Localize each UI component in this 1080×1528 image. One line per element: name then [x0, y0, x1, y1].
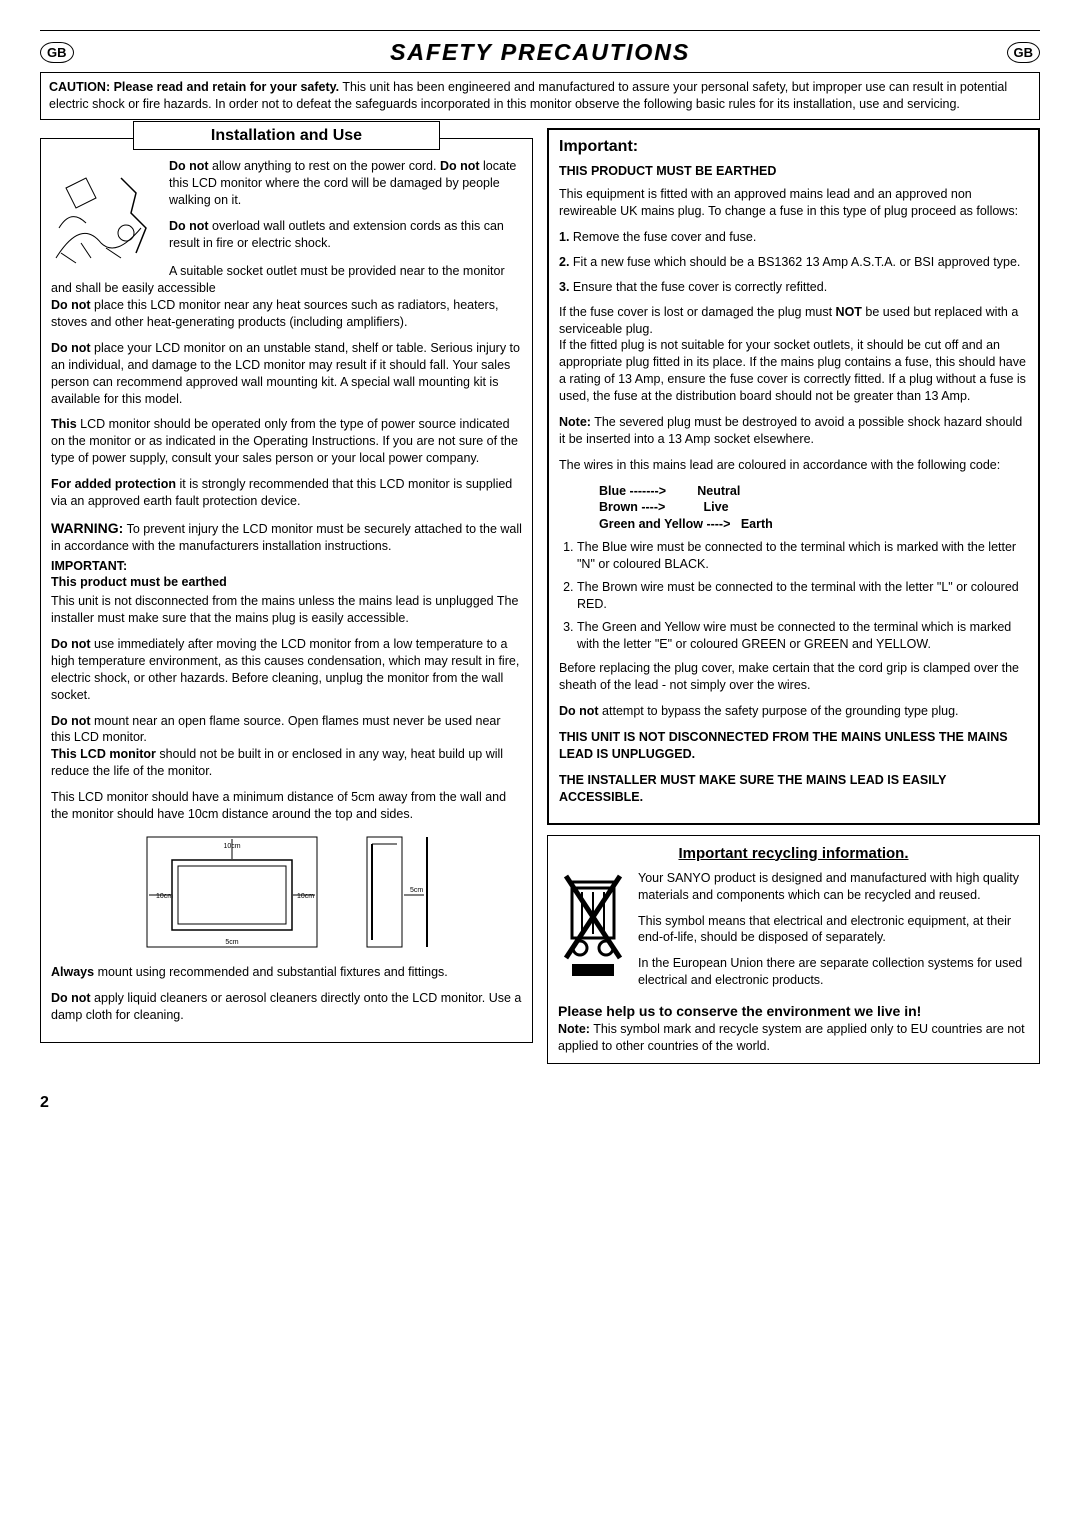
t: Do not: [559, 704, 599, 718]
t: Do not: [51, 637, 91, 651]
t: mount near an open flame source. Open fl…: [51, 714, 501, 745]
t: The wires in this mains lead are coloure…: [559, 457, 1028, 474]
t: Always: [51, 965, 94, 979]
left-column: Installation and Use Do not allow anythi…: [40, 128, 533, 1074]
step3: Ensure that the fuse cover is correctly …: [573, 280, 827, 294]
t: This LCD monitor should have a minimum d…: [51, 790, 506, 821]
note-label: Note:: [559, 415, 591, 429]
t: This LCD monitor: [51, 747, 156, 761]
dist-wall: 5cm: [410, 887, 423, 894]
t: Do not: [51, 341, 91, 355]
t: A suitable socket outlet must be provide…: [51, 264, 505, 295]
wire-green: Green and Yellow ----> Earth: [599, 516, 1028, 533]
t: Before replacing the plug cover, make ce…: [559, 660, 1028, 694]
t: This symbol means that electrical and el…: [638, 913, 1029, 947]
earthed-heading: THIS PRODUCT MUST BE EARTHED: [559, 163, 1028, 180]
t: NOT: [836, 305, 862, 319]
clearance-side-diagram: 5cm: [362, 832, 432, 952]
t: place your LCD monitor on an unstable st…: [51, 341, 520, 406]
recycling-section: Important recycling information. Your SA…: [547, 835, 1040, 1064]
t: use immediately after moving the LCD mon…: [51, 637, 519, 702]
important-label: IMPORTANT:: [51, 558, 522, 575]
bold-notice-1: THIS UNIT IS NOT DISCONNECTED FROM THE M…: [559, 729, 1028, 763]
t: place this LCD monitor near any heat sou…: [51, 298, 498, 329]
recycle-note-label: Note:: [558, 1022, 590, 1036]
warning-label: WARNING:: [51, 520, 123, 536]
t: Do not: [51, 991, 91, 1005]
gb-badge-left: GB: [40, 42, 74, 64]
gb-badge-right: GB: [1007, 42, 1041, 64]
clearance-diagrams: 10cm 10cm 10cm 5cm 5cm: [51, 832, 522, 952]
t: LCD monitor should be operated only from…: [51, 417, 518, 465]
t: This symbol mark and recycle system are …: [558, 1022, 1025, 1053]
t: Your SANYO product is designed and manuf…: [638, 870, 1029, 904]
recycle-plead: Please help us to conserve the environme…: [558, 1002, 1029, 1021]
header-row: GB SAFETY PRECAUTIONS GB: [40, 37, 1040, 68]
page-title: SAFETY PRECAUTIONS: [74, 37, 1007, 68]
page-number: 2: [40, 1092, 1040, 1114]
recycling-title: Important recycling information.: [558, 844, 1029, 864]
important-heading: Important:: [559, 136, 1028, 158]
t: Do not: [51, 298, 91, 312]
t: If the fuse cover is lost or damaged the…: [559, 305, 836, 319]
wire-code-table: Blue -------> Neutral Brown ----> Live G…: [599, 483, 1028, 534]
wire-blue: Blue -------> Neutral: [599, 483, 1028, 500]
wire-instructions: The Blue wire must be connected to the t…: [559, 539, 1028, 652]
t: mount using recommended and substantial …: [94, 965, 448, 979]
top-rule: [40, 30, 1040, 31]
caution-lead: CAUTION: Please read and retain for your…: [49, 80, 339, 94]
clearance-front-diagram: 10cm 10cm 10cm 5cm: [142, 832, 322, 952]
dist-right: 10cm: [297, 893, 314, 900]
earthed-label: This product must be earthed: [51, 574, 522, 591]
t: This unit is not disconnected from the m…: [51, 594, 518, 625]
t: The severed plug must be destroyed to av…: [559, 415, 1022, 446]
important-section: Important: THIS PRODUCT MUST BE EARTHED …: [547, 128, 1040, 825]
t: This equipment is fitted with an approve…: [559, 186, 1028, 220]
t: overload wall outlets and extension cord…: [169, 219, 504, 250]
wire-item: The Green and Yellow wire must be connec…: [577, 619, 1028, 653]
caution-box: CAUTION: Please read and retain for your…: [40, 72, 1040, 120]
t: apply liquid cleaners or aerosol cleaner…: [51, 991, 521, 1022]
t: allow anything to rest on the power cord…: [209, 159, 440, 173]
wire-item: The Blue wire must be connected to the t…: [577, 539, 1028, 573]
t: attempt to bypass the safety purpose of …: [599, 704, 959, 718]
t: If the fitted plug is not suitable for y…: [559, 337, 1028, 405]
weee-icon: [558, 870, 628, 980]
t: Do not: [440, 159, 480, 173]
t: Do not: [169, 159, 209, 173]
step1: Remove the fuse cover and fuse.: [573, 230, 756, 244]
right-column: Important: THIS PRODUCT MUST BE EARTHED …: [547, 128, 1040, 1074]
wire-item: The Brown wire must be connected to the …: [577, 579, 1028, 613]
dist-left: 10cm: [156, 893, 173, 900]
main-columns: Installation and Use Do not allow anythi…: [40, 128, 1040, 1074]
installation-section: Installation and Use Do not allow anythi…: [40, 138, 533, 1044]
t: Do not: [169, 219, 209, 233]
cord-hazard-illustration: [51, 158, 161, 268]
t: For added protection: [51, 477, 176, 491]
t: In the European Union there are separate…: [638, 955, 1029, 989]
step2: Fit a new fuse which should be a BS1362 …: [573, 255, 1021, 269]
wire-brown: Brown ----> Live: [599, 499, 1028, 516]
t: Do not: [51, 714, 91, 728]
t: This: [51, 417, 77, 431]
installation-title: Installation and Use: [133, 121, 439, 151]
bold-notice-2: THE INSTALLER MUST MAKE SURE THE MAINS L…: [559, 772, 1028, 806]
svg-text:5cm: 5cm: [225, 939, 238, 946]
